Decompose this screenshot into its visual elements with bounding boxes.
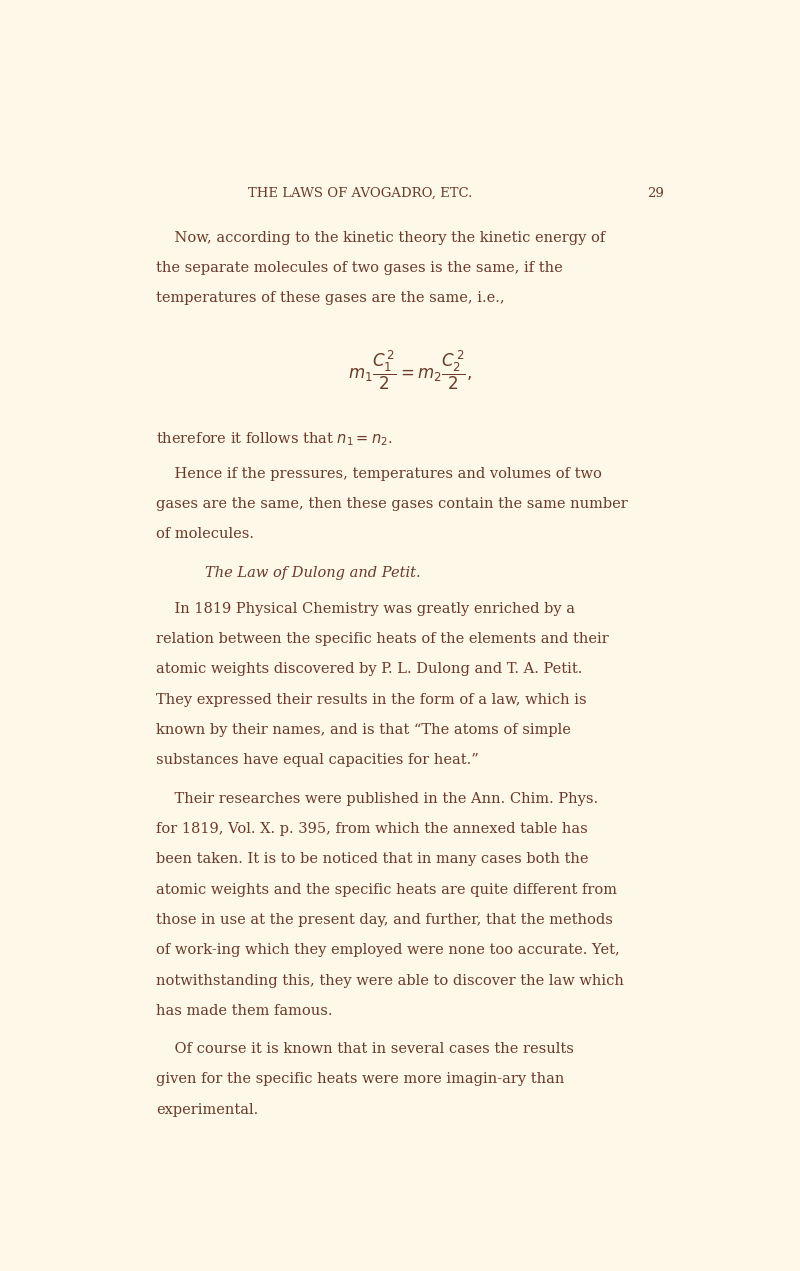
Text: Their researches were published in the Ann. Chim. Phys.: Their researches were published in the A… (156, 792, 598, 806)
Text: experimental.: experimental. (156, 1103, 258, 1117)
Text: 29: 29 (647, 187, 664, 200)
Text: The Law of Dulong and Petit.: The Law of Dulong and Petit. (206, 566, 421, 580)
Text: Hence if the pressures, temperatures and volumes of two: Hence if the pressures, temperatures and… (156, 466, 602, 480)
Text: notwithstanding this, they were able to discover the law which: notwithstanding this, they were able to … (156, 974, 624, 988)
Text: $m_1\dfrac{C_1^{\,2}}{2}=m_2\dfrac{C_2^{\,2}}{2},$: $m_1\dfrac{C_1^{\,2}}{2}=m_2\dfrac{C_2^{… (348, 348, 472, 391)
Text: has made them famous.: has made them famous. (156, 1004, 332, 1018)
Text: therefore it follows that $n_1=n_2$.: therefore it follows that $n_1=n_2$. (156, 431, 392, 449)
Text: gases are the same, then these gases contain the same number: gases are the same, then these gases con… (156, 497, 627, 511)
Text: They expressed their results in the form of a law, which is: They expressed their results in the form… (156, 693, 586, 707)
Text: relation between the specific heats of the elements and their: relation between the specific heats of t… (156, 632, 609, 646)
Text: been taken. It is to be noticed that in many cases both the: been taken. It is to be noticed that in … (156, 853, 588, 867)
Text: THE LAWS OF AVOGADRO, ETC.: THE LAWS OF AVOGADRO, ETC. (248, 187, 473, 200)
Text: the separate molecules of two gases is the same, if the: the separate molecules of two gases is t… (156, 261, 562, 275)
Text: In 1819 Physical Chemistry was greatly enriched by a: In 1819 Physical Chemistry was greatly e… (156, 601, 574, 615)
Text: given for the specific heats were more imagin-ary than: given for the specific heats were more i… (156, 1073, 564, 1087)
Text: temperatures of these gases are the same, i.e.,: temperatures of these gases are the same… (156, 291, 505, 305)
Text: atomic weights discovered by P. L. Dulong and T. A. Petit.: atomic weights discovered by P. L. Dulon… (156, 662, 582, 676)
Text: atomic weights and the specific heats are quite different from: atomic weights and the specific heats ar… (156, 882, 617, 896)
Text: of molecules.: of molecules. (156, 527, 254, 541)
Text: of work-ing which they employed were none too accurate. Yet,: of work-ing which they employed were non… (156, 943, 619, 957)
Text: Now, according to the kinetic theory the kinetic energy of: Now, according to the kinetic theory the… (156, 231, 605, 245)
Text: Of course it is known that in several cases the results: Of course it is known that in several ca… (156, 1042, 574, 1056)
Text: for 1819, Vol. X. p. 395, from which the annexed table has: for 1819, Vol. X. p. 395, from which the… (156, 822, 587, 836)
Text: substances have equal capacities for heat.”: substances have equal capacities for hea… (156, 754, 478, 768)
Text: known by their names, and is that “The atoms of simple: known by their names, and is that “The a… (156, 723, 570, 737)
Text: those in use at the present day, and further, that the methods: those in use at the present day, and fur… (156, 913, 613, 927)
